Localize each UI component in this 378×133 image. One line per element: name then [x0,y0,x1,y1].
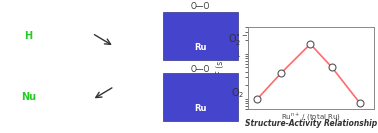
Text: Nu: Nu [21,92,36,102]
Bar [163,12,238,60]
Text: Ru: Ru [194,104,207,113]
Text: O—O: O—O [191,65,210,74]
Text: Structure-Activity Relationship: Structure-Activity Relationship [245,119,377,128]
Text: O—O: O—O [191,2,210,11]
Text: O$_2$: O$_2$ [231,86,245,100]
Text: O$_2^{•-}$: O$_2^{•-}$ [228,32,248,48]
X-axis label: $\mathregular{Ru^{n+}}$ / (total Ru): $\mathregular{Ru^{n+}}$ / (total Ru) [281,112,341,123]
Text: H: H [25,31,33,41]
Text: Ru: Ru [194,43,207,52]
Bar [163,73,238,121]
Y-axis label: TOF (s⁻¹): TOF (s⁻¹) [216,51,225,85]
